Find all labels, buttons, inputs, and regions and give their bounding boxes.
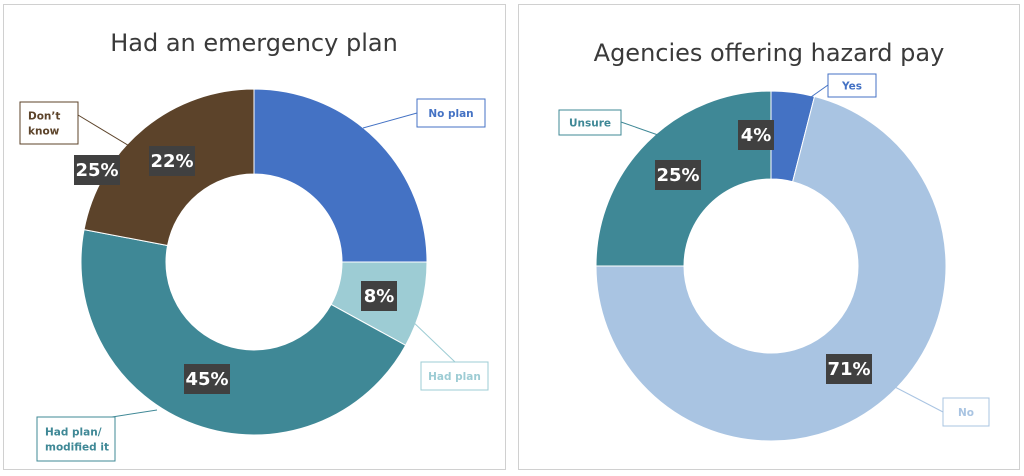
data-label-text: 4% (741, 125, 772, 146)
category-label-box (19, 101, 79, 145)
data-label-had-plan: 8% (361, 281, 397, 311)
category-label-box (36, 416, 116, 462)
category-label-box (558, 109, 622, 136)
category-label-text: No (958, 407, 974, 419)
leader-line-no (892, 385, 944, 413)
leader-line-had-plan-modified-it (111, 409, 158, 418)
data-label-text: 8% (364, 286, 395, 307)
data-label-box (826, 354, 872, 384)
chart-title: Had an emergency plan (110, 29, 398, 57)
category-label-text: Yes (841, 81, 862, 93)
slice-no-plan (253, 88, 428, 263)
category-label-text: Had plan/modified it (45, 427, 109, 454)
category-label-had-plan: Had plan (420, 361, 489, 391)
category-label-text: Had plan (428, 371, 481, 383)
chart-panel-hazard-pay: Agencies offering hazard pay 4% 71% 25% Yes… (518, 4, 1020, 470)
donut-slices (80, 88, 428, 436)
data-label-text: 45% (185, 369, 228, 390)
chart-title: Agencies offering hazard pay (594, 39, 945, 67)
category-label-box (942, 397, 990, 427)
data-label-had-plan-modified-it: 45% (184, 364, 230, 394)
category-label-text: No plan (428, 108, 473, 120)
data-label-text: 25% (75, 160, 118, 181)
data-label-no: 71% (826, 354, 872, 384)
data-label-text: 22% (150, 151, 193, 172)
category-label-text: Unsure (569, 118, 611, 130)
data-label-box (655, 160, 701, 190)
leader-line-had-plan (409, 318, 456, 363)
data-label-box (74, 155, 120, 185)
data-label-unsure: 25% (655, 160, 701, 190)
data-label-box (361, 281, 397, 311)
leader-line-don-t-know (77, 114, 132, 148)
data-label-yes: 4% (738, 120, 774, 150)
data-label-text: 71% (827, 359, 870, 380)
slice-had-plan-modified-it (80, 228, 407, 436)
donut-chart-hazard-pay: Agencies offering hazard pay 4% 71% 25% Yes… (558, 39, 990, 442)
data-label-box (149, 146, 195, 176)
category-label-don-t-know: Don’t know (19, 101, 79, 145)
leader-line-unsure (620, 121, 659, 136)
data-label-text: 25% (656, 165, 699, 186)
category-label-box (827, 73, 877, 98)
data-label-don-t-know: 22% (149, 146, 195, 176)
data-label-box (184, 364, 230, 394)
category-label-had-plan-modified-it: Had plan/modified it (36, 416, 116, 462)
category-label-no: No (942, 397, 990, 427)
chart-panel-emergency-plan: Had an emergency plan 25% 8% 45% 22% No plan… (3, 4, 506, 470)
category-label-yes: Yes (827, 73, 877, 98)
category-label-box (416, 98, 486, 128)
donut-chart-emergency-plan: Had an emergency plan 25% 8% 45% 22% No plan… (19, 29, 489, 462)
data-label-no-plan: 25% (74, 155, 120, 185)
leader-line-no-plan (362, 112, 418, 129)
category-label-text: Don’t know (28, 111, 60, 138)
category-label-unsure: Unsure (558, 109, 622, 136)
data-label-box (738, 120, 774, 150)
category-label-no-plan: No plan (416, 98, 486, 128)
category-label-box (420, 361, 489, 391)
leader-line-yes (793, 84, 829, 110)
